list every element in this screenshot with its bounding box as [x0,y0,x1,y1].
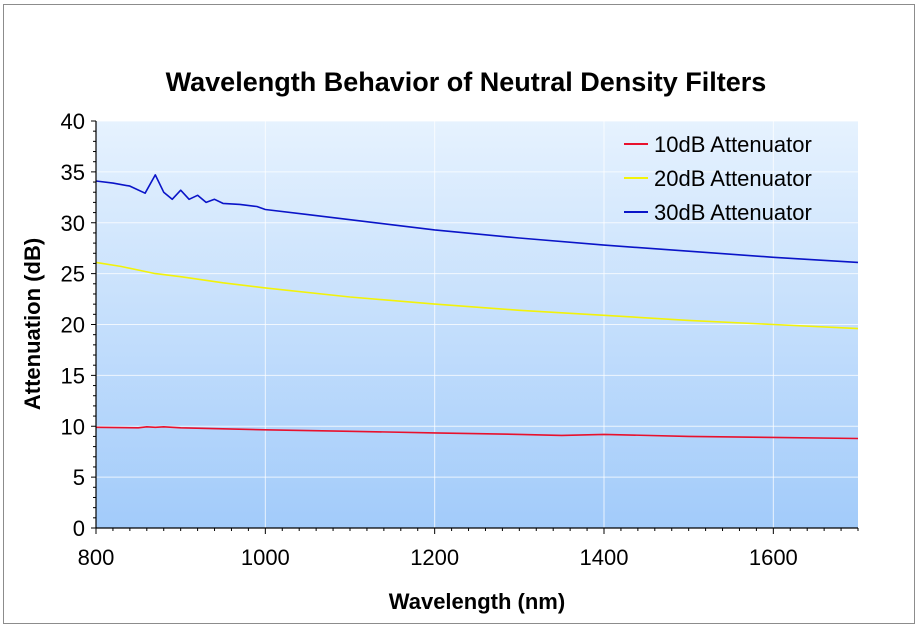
x-tick-label: 1000 [241,545,290,570]
y-tick-label: 40 [61,109,85,134]
series-line-3 [95,174,859,264]
x-tick-label: 1400 [580,545,629,570]
y-tick-label: 20 [61,313,85,338]
y-tick-label: 30 [61,211,85,236]
y-axis-title: Attenuation (dB) [20,238,45,410]
series-line-2 [95,261,859,330]
y-tick-label: 0 [73,516,85,541]
series-layer [95,174,859,440]
x-tick-label: 1200 [410,545,459,570]
y-tick-label: 15 [61,363,85,388]
legend-label-2: 20dB Attenuator [654,166,812,191]
y-tick-label: 35 [61,160,85,185]
x-tick-label: 1600 [749,545,798,570]
y-tick-label: 5 [73,465,85,490]
chart-title: Wavelength Behavior of Neutral Density F… [166,67,767,97]
series-line-1 [95,425,859,440]
x-axis-title: Wavelength (nm) [389,589,565,614]
y-tick-label: 10 [61,414,85,439]
ticks: 0 5 10 15 20 25 30 35 40 800 1000 1200 1400 1600 [61,109,859,570]
legend: 10dB Attenuator 20dB Attenuator 30dB Atten… [624,132,812,225]
gridlines [96,120,858,528]
legend-label-3: 30dB Attenuator [654,200,812,225]
y-tick-label: 25 [61,262,85,287]
legend-label-1: 10dB Attenuator [654,132,812,157]
x-tick-label: 800 [78,545,115,570]
